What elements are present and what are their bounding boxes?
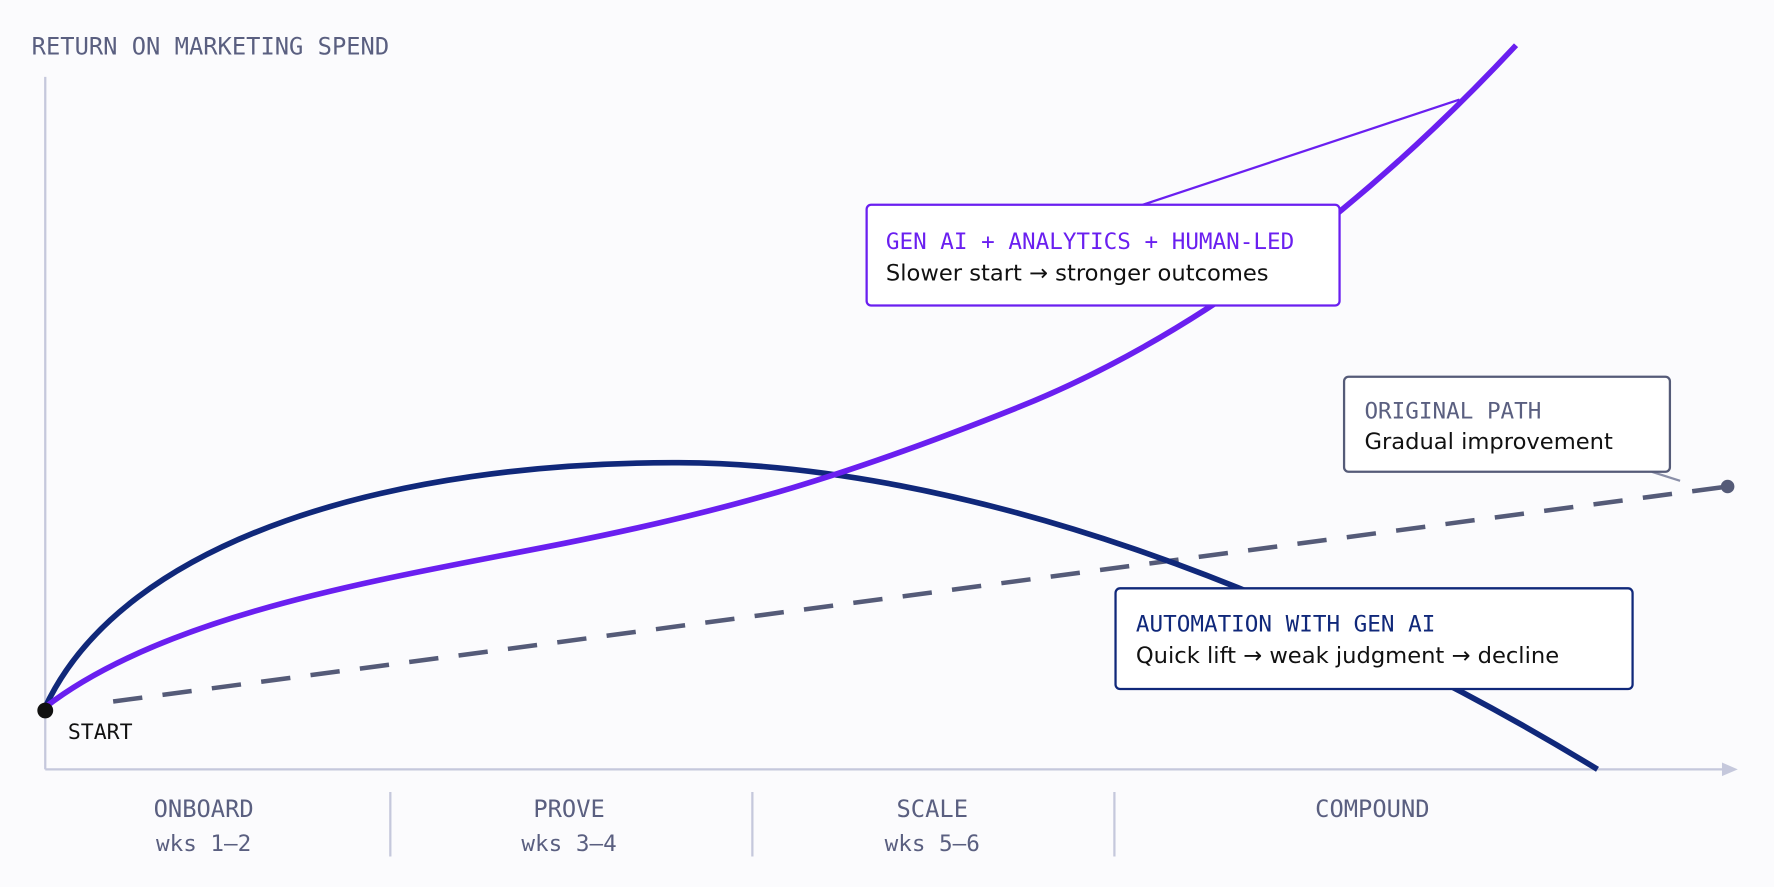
phase-name: PROVE	[533, 795, 604, 823]
phase-weeks: wks 3–4	[521, 831, 616, 857]
phase-weeks: wks 5–6	[885, 831, 980, 857]
phase-name: SCALE	[897, 795, 968, 823]
leader-line	[1142, 98, 1460, 206]
start-dot	[37, 702, 54, 719]
callout-text: Gradual improvement	[1364, 429, 1613, 455]
start-label: START	[68, 720, 133, 745]
callout-box	[1342, 375, 1672, 473]
leader-line	[1651, 470, 1681, 482]
phase-name: COMPOUND	[1315, 795, 1429, 823]
phase-weeks: wks 1–2	[156, 831, 251, 857]
x-axis-arrow	[1721, 762, 1738, 777]
phase-name: ONBOARD	[154, 795, 254, 823]
callout-text: Slower start → stronger outcomes	[886, 261, 1269, 287]
callout-title: ORIGINAL PATH	[1364, 399, 1541, 425]
original-path-line	[112, 484, 1728, 704]
callout-title: AUTOMATION WITH GEN AI	[1136, 611, 1435, 637]
axis-title: RETURN ON MARKETING SPEND	[32, 32, 389, 60]
callout-text: Quick lift → weak judgment → decline	[1136, 643, 1559, 669]
callout-box	[1114, 587, 1634, 691]
callout-box	[865, 203, 1341, 307]
callout-title: GEN AI + ANALYTICS + HUMAN-LED	[886, 229, 1294, 255]
original-path-end	[1720, 479, 1735, 494]
